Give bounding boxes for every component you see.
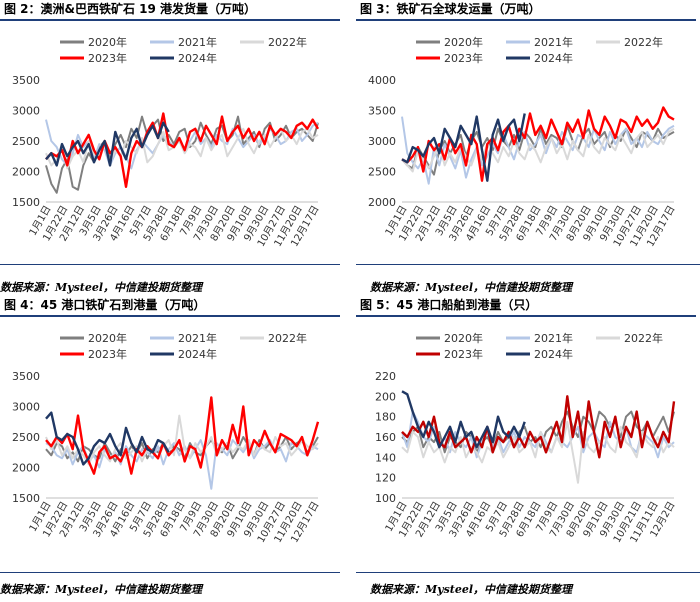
legend-label: 2021年 xyxy=(534,35,573,49)
y-tick-label: 120 xyxy=(375,472,396,485)
y-tick-label: 140 xyxy=(375,451,396,464)
y-tick-label: 1500 xyxy=(12,492,40,505)
series-line-2024 xyxy=(401,390,526,449)
legend-label: 2022年 xyxy=(268,331,307,345)
y-tick-label: 3000 xyxy=(12,105,40,118)
legend-label: 2023年 xyxy=(88,51,127,65)
y-tick-label: 1500 xyxy=(12,196,40,209)
chart-title: 图 4：45 港口铁矿石到港量（万吨） xyxy=(4,298,206,312)
legend-label: 2020年 xyxy=(88,331,127,345)
series-line-2023 xyxy=(45,112,320,189)
line-chart: 2020年 2021年 2022年 2023年 2024年 1500 2000 2500 300… xyxy=(12,35,322,249)
legend-label: 2024年 xyxy=(178,51,217,65)
line-chart: 2020年 2021年 2022年 2023年 2024年 100 120 140 160 180… xyxy=(375,331,678,545)
source-divider xyxy=(0,264,340,265)
y-tick-label: 180 xyxy=(375,411,396,424)
y-tick-label: 2500 xyxy=(12,135,40,148)
source-divider xyxy=(356,572,700,573)
series-line-2022 xyxy=(401,127,675,173)
title-divider xyxy=(0,19,340,21)
line-chart: 2020年 2021年 2022年 2023年 2024年 2000 2500 3000 350… xyxy=(368,35,678,249)
chart-panel-fig2: 图 2：澳洲&巴西铁矿石 19 港发货量（万吨） 2020年 2021年 2022年… xyxy=(0,0,340,260)
legend-label: 2020年 xyxy=(88,35,127,49)
legend-label: 2020年 xyxy=(444,331,483,345)
source-divider xyxy=(0,572,340,573)
y-tick-label: 2000 xyxy=(12,166,40,179)
chart-panel-fig4: 图 4：45 港口铁矿石到港量（万吨） 2020年 2021年 2022年 2023年… xyxy=(0,296,340,556)
y-tick-label: 2000 xyxy=(368,196,396,209)
y-tick-label: 3500 xyxy=(12,370,40,383)
y-tick-label: 220 xyxy=(375,370,396,383)
y-tick-label: 3000 xyxy=(368,135,396,148)
chart-panel-fig5: 图 5：45 港口船舶到港量（只） 2020年 2021年 2022年 2023年 20… xyxy=(356,296,696,556)
source-divider xyxy=(356,264,700,265)
title-divider xyxy=(0,315,340,317)
series-line-2023 xyxy=(401,395,676,459)
chart-title: 图 2：澳洲&巴西铁矿石 19 港发货量（万吨） xyxy=(4,2,257,16)
line-chart: 2020年 2021年 2022年 2023年 2024年 1500 2000 2500 300… xyxy=(12,331,322,545)
series-line-2022 xyxy=(45,127,319,170)
title-divider xyxy=(356,19,696,21)
legend-label: 2022年 xyxy=(624,331,663,345)
series-line-2024 xyxy=(45,411,170,466)
title-divider xyxy=(356,315,696,317)
source-note: 数据来源：Mysteel，中信建投期货整理 xyxy=(370,583,573,596)
series-line-2020 xyxy=(45,115,319,194)
series-line-2022 xyxy=(45,414,319,466)
legend-label: 2024年 xyxy=(534,347,573,361)
source-note: 数据来源：Mysteel，中信建投期货整理 xyxy=(0,281,203,294)
y-tick-label: 3000 xyxy=(12,401,40,414)
series-line-2024 xyxy=(401,113,526,182)
legend-label: 2021年 xyxy=(178,35,217,49)
chart-title: 图 3：铁矿石全球发运量（万吨） xyxy=(360,2,541,16)
series-line-2022 xyxy=(401,420,675,484)
y-tick-label: 3500 xyxy=(12,74,40,87)
legend-label: 2022年 xyxy=(624,35,663,49)
legend-label: 2021年 xyxy=(178,331,217,345)
y-tick-label: 2500 xyxy=(368,166,396,179)
source-note: 数据来源：Mysteel，中信建投期货整理 xyxy=(0,583,203,596)
legend-label: 2024年 xyxy=(178,347,217,361)
series-line-2023 xyxy=(401,106,675,182)
y-tick-label: 2000 xyxy=(12,462,40,475)
y-tick-label: 200 xyxy=(375,390,396,403)
legend-label: 2021年 xyxy=(534,331,573,345)
series-line-2023 xyxy=(45,396,320,475)
legend-label: 2023年 xyxy=(444,51,483,65)
legend-label: 2024年 xyxy=(534,51,573,65)
y-tick-label: 100 xyxy=(375,492,396,505)
chart-panel-fig3: 图 3：铁矿石全球发运量（万吨） 2020年 2021年 2022年 2023年 202… xyxy=(356,0,696,260)
legend-label: 2020年 xyxy=(444,35,483,49)
series-line-2024 xyxy=(45,121,170,167)
legend-label: 2023年 xyxy=(444,347,483,361)
y-tick-label: 2500 xyxy=(12,431,40,444)
legend-label: 2022年 xyxy=(268,35,307,49)
y-tick-label: 3500 xyxy=(368,105,396,118)
chart-title: 图 5：45 港口船舶到港量（只） xyxy=(360,298,538,312)
y-tick-label: 160 xyxy=(375,431,396,444)
legend-label: 2023年 xyxy=(88,347,127,361)
y-tick-label: 4000 xyxy=(368,74,396,87)
source-note: 数据来源：Mysteel，中信建投期货整理 xyxy=(370,281,573,294)
